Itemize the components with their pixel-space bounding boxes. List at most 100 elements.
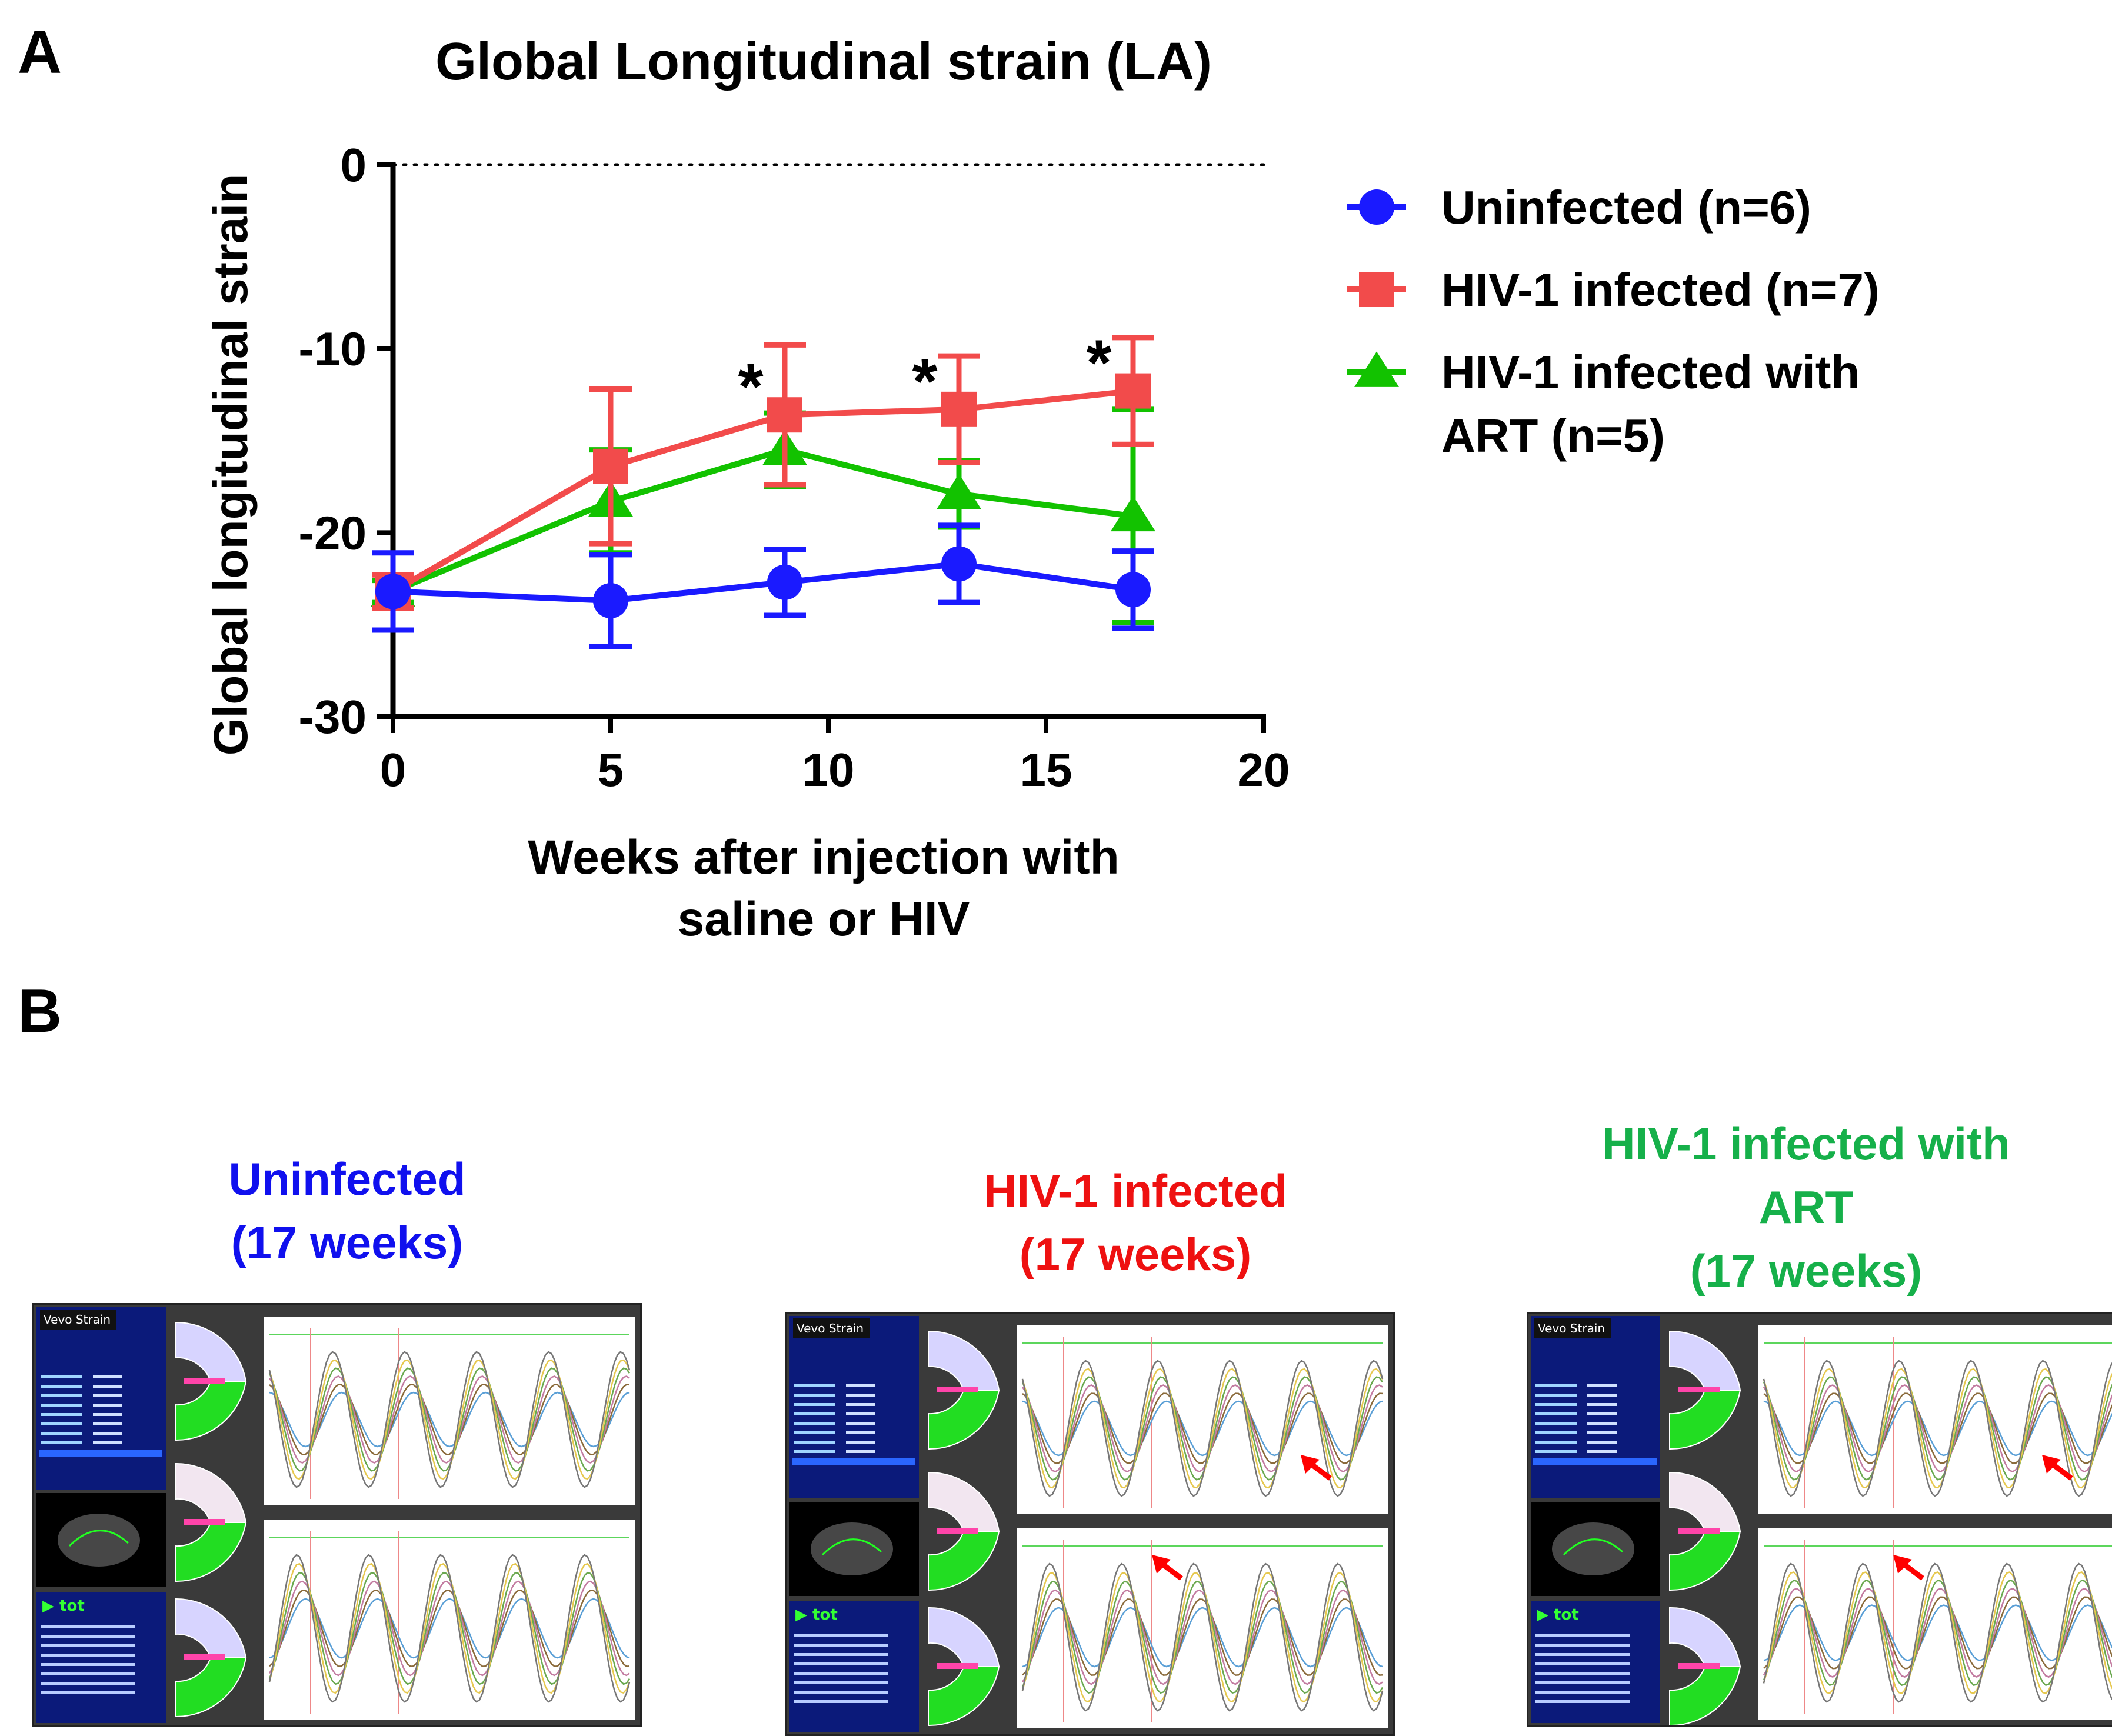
- info-text-line: [1535, 1662, 1630, 1665]
- info-panel-bottom: [36, 1592, 166, 1723]
- fan-lower: [175, 1522, 247, 1582]
- caption-uninfected-line-2: (17 weeks): [231, 1217, 464, 1268]
- info-value-line: [846, 1422, 875, 1425]
- graph-background: [1758, 1528, 2112, 1720]
- fan-lower: [928, 1666, 1000, 1727]
- legend-marker: [1359, 189, 1394, 225]
- data-point: [1111, 495, 1155, 532]
- legend-marker: [1354, 351, 1399, 387]
- data-point: [593, 448, 628, 484]
- info-value-line: [93, 1413, 122, 1416]
- x-tick-label: 15: [1020, 744, 1072, 796]
- info-text-line: [794, 1672, 888, 1675]
- fan-lower: [928, 1390, 1000, 1450]
- info-text-line: [41, 1375, 82, 1378]
- info-value-line: [846, 1403, 875, 1406]
- y-tick-label: 0: [341, 139, 367, 191]
- legend-label: ART (n=5): [1441, 409, 1665, 462]
- info-text-line: [41, 1432, 82, 1435]
- strain-curve: [269, 1590, 630, 1667]
- strain-trace-overlay: [68, 1530, 129, 1547]
- info-text-line: [794, 1403, 835, 1406]
- strain-curve: [268, 1375, 630, 1464]
- logo-text: Vevo Strain: [44, 1312, 111, 1327]
- fan-upper: [928, 1471, 1000, 1532]
- x-tick-label: 10: [802, 744, 855, 796]
- bullseye-longitudinal: [175, 1462, 247, 1582]
- fan-upper: [1669, 1471, 1741, 1532]
- info-text-line: [1535, 1441, 1577, 1444]
- longitudinal-strain-graph: [1017, 1528, 1388, 1728]
- x-axis-label-line-1: Weeks after injection with: [528, 831, 1120, 884]
- info-value-line: [93, 1404, 122, 1407]
- info-value-line: [1587, 1431, 1617, 1434]
- tot-label: ▶ tot: [795, 1606, 838, 1624]
- info-text-line: [41, 1394, 82, 1397]
- info-text-line: [1535, 1672, 1630, 1675]
- info-text-line: [794, 1431, 835, 1434]
- info-value-line: [846, 1450, 875, 1453]
- info-highlight: [1533, 1458, 1657, 1465]
- chart-series: * * *: [371, 327, 1155, 649]
- info-text-line: [41, 1404, 82, 1407]
- strain-chart: Global Longitudinal strain (LA) Global l…: [204, 32, 1880, 946]
- red-arrow-head: [1152, 1555, 1171, 1574]
- series-triangle: [371, 406, 1155, 626]
- screenshot-canvas: Vevo Strain ▶ tot: [34, 1305, 640, 1725]
- info-highlight: [39, 1450, 162, 1457]
- info-panel-top: [789, 1316, 919, 1498]
- data-point: [767, 564, 802, 600]
- strain-curve: [268, 1351, 631, 1488]
- fan-lower: [1669, 1531, 1741, 1591]
- vevo-strain-screenshot-art: Vevo Strain ▶ tot: [1527, 1312, 2112, 1727]
- info-value-line: [93, 1441, 122, 1444]
- caption-hiv-line-1: HIV-1 infected: [984, 1165, 1287, 1217]
- info-text-line: [1535, 1431, 1577, 1434]
- info-text-line: [794, 1384, 835, 1387]
- significance-star: *: [1087, 327, 1112, 399]
- caption-hiv-infected: HIV-1 infected (17 weeks): [906, 1159, 1365, 1286]
- tot-label: ▶ tot: [42, 1597, 85, 1615]
- strain-curve: [269, 1384, 630, 1455]
- info-text-line: [1535, 1384, 1577, 1387]
- strain-curve: [1763, 1392, 2112, 1464]
- info-panel-top: [36, 1307, 166, 1490]
- color-scale: [937, 1387, 978, 1392]
- fan-upper: [928, 1607, 1000, 1667]
- info-text-line: [794, 1634, 888, 1637]
- info-text-line: [41, 1682, 135, 1685]
- info-value-line: [846, 1412, 875, 1415]
- color-scale: [937, 1528, 978, 1534]
- info-text-line: [794, 1441, 835, 1444]
- logo-text: Vevo Strain: [797, 1321, 864, 1335]
- fan-upper: [928, 1330, 1000, 1391]
- info-value-line: [1587, 1403, 1617, 1406]
- vevo-logo: Vevo Strain: [793, 1318, 870, 1338]
- info-text-line: [41, 1654, 135, 1657]
- strain-curve: [1763, 1360, 2112, 1497]
- x-tick-label: 5: [598, 744, 624, 796]
- info-text-line: [41, 1441, 82, 1444]
- fan-lower: [1669, 1390, 1741, 1450]
- info-text-line: [41, 1635, 135, 1638]
- strain-curve: [1021, 1360, 1384, 1497]
- x-axis-label-line-2: saline or HIV: [678, 892, 970, 946]
- color-scale: [184, 1378, 225, 1384]
- bullseye-radial: [175, 1321, 247, 1441]
- info-text-line: [1535, 1644, 1630, 1647]
- data-point: [593, 583, 628, 619]
- data-point: [937, 474, 981, 509]
- color-scale: [184, 1519, 225, 1525]
- ultrasound-blob: [811, 1522, 893, 1575]
- fan-upper: [175, 1462, 247, 1523]
- vevo-logo: Vevo Strain: [1534, 1318, 1611, 1338]
- data-point: [941, 391, 977, 427]
- radial-strain-graph: [1017, 1325, 1388, 1514]
- logo-box: [40, 1310, 116, 1330]
- info-value-line: [1587, 1422, 1617, 1425]
- radial-strain-graph: [1758, 1325, 2112, 1514]
- info-text-line: [794, 1644, 888, 1647]
- info-panel-top: [1531, 1316, 1660, 1498]
- vevo-strain-screenshot-hiv: Vevo Strain ▶ tot: [785, 1312, 1395, 1736]
- info-text-line: [794, 1450, 835, 1453]
